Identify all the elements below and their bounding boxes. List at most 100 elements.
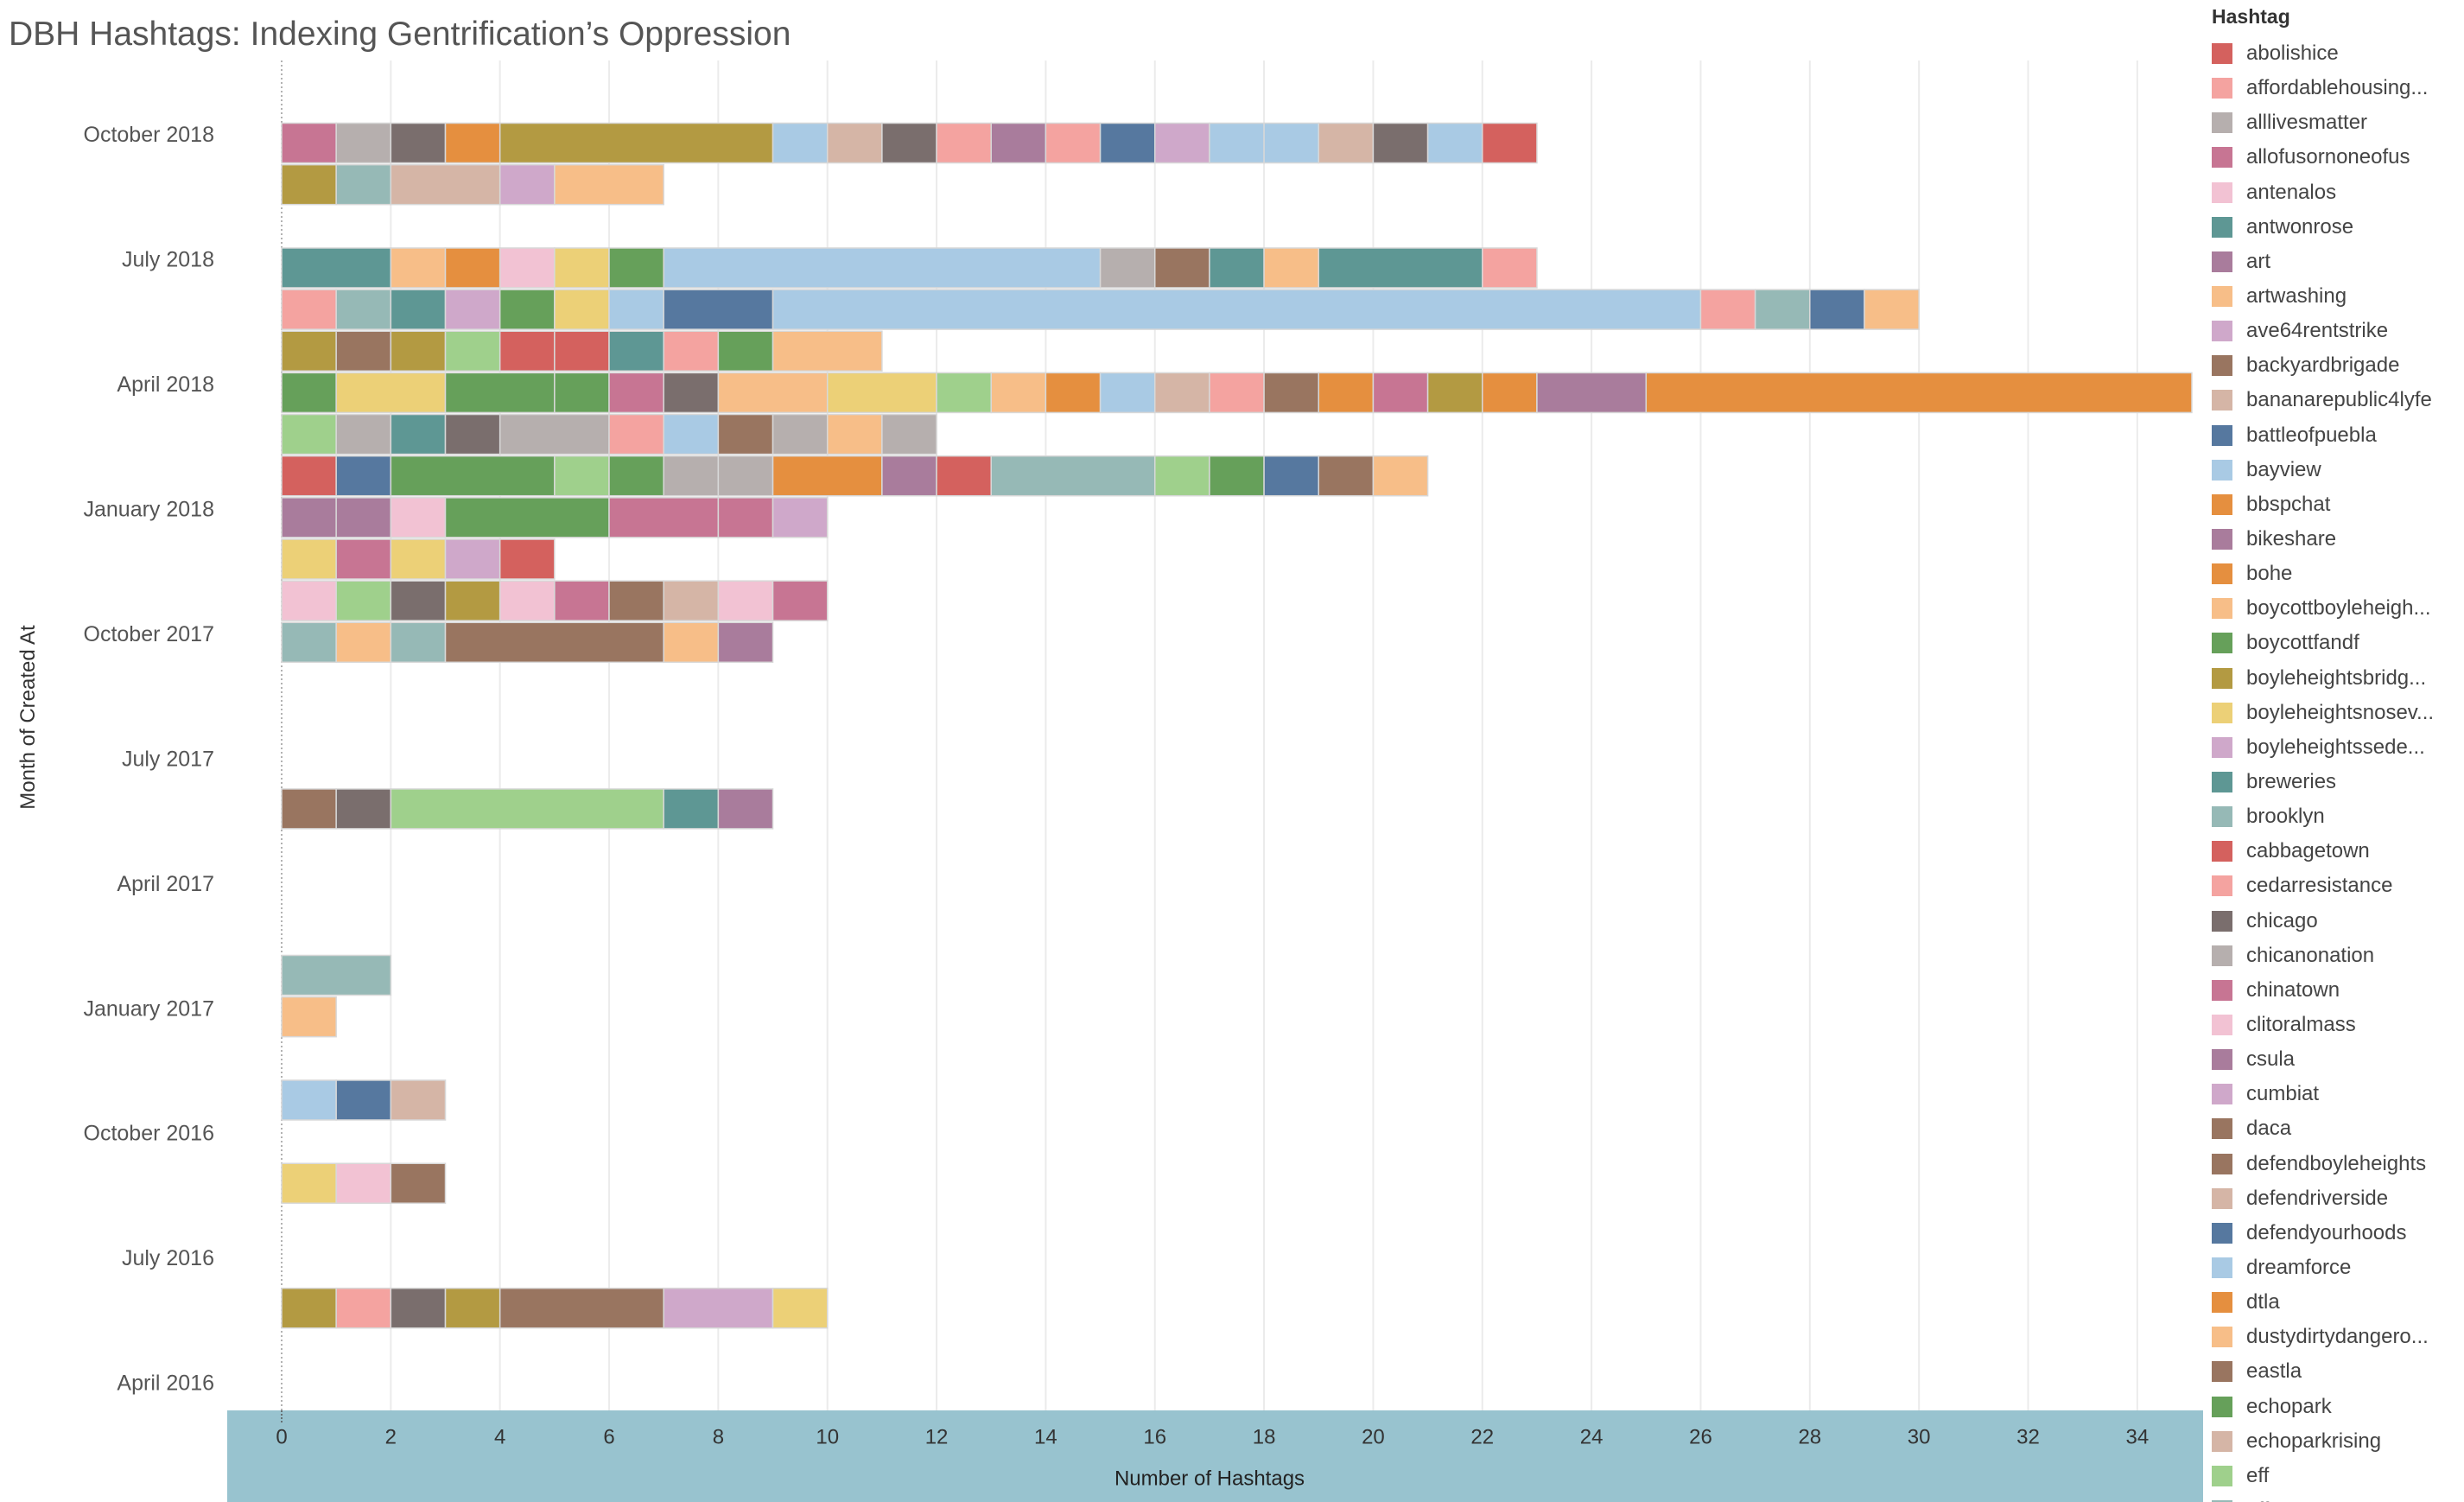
bar-segment <box>663 372 720 414</box>
y-tick-label: January 2017 <box>83 996 214 1021</box>
bar-segment <box>1263 247 1320 289</box>
legend-label: ave64rentstrike <box>2246 319 2389 343</box>
x-tick-label: 4 <box>494 1425 505 1448</box>
x-tick-label: 12 <box>925 1425 949 1448</box>
legend-swatch <box>2212 945 2232 966</box>
legend-swatch <box>2212 1153 2232 1174</box>
legend-swatch <box>2212 667 2232 689</box>
bar-segment <box>499 1287 664 1329</box>
bar-segment <box>499 580 556 621</box>
legend-item: cumbiat <box>2203 1077 2462 1111</box>
bar-segment <box>335 330 392 372</box>
bar-segment <box>1209 122 1265 164</box>
bar-segment <box>554 372 610 414</box>
bar-segment <box>608 247 664 289</box>
bar-segment <box>717 413 774 455</box>
bar-segment <box>390 580 447 621</box>
legend-swatch <box>2212 112 2232 134</box>
legend-label: dustydirtydangero... <box>2246 1325 2429 1349</box>
legend-item: boyleheightsnosev... <box>2203 696 2462 730</box>
legend-swatch <box>2212 1396 2232 1417</box>
legend-label: daca <box>2246 1117 2292 1141</box>
legend-item: defendboyleheights <box>2203 1147 2462 1181</box>
legend-label: boycottboyleheigh... <box>2246 596 2431 621</box>
legend-label: cumbiat <box>2246 1082 2320 1106</box>
legend-swatch <box>2212 1118 2232 1140</box>
bar-segment <box>390 122 447 164</box>
legend-item: antwonrose <box>2203 210 2462 245</box>
bar-segment <box>1754 289 1811 330</box>
legend-label: bbspchat <box>2246 492 2331 516</box>
legend-swatch <box>2212 390 2232 411</box>
bar-segment <box>663 330 720 372</box>
legend-label: defendboyleheights <box>2246 1151 2427 1175</box>
legend-label: breweries <box>2246 770 2337 794</box>
bar-segment <box>1099 247 1156 289</box>
bar-segment <box>335 455 392 497</box>
legend-item: antenalos <box>2203 175 2462 210</box>
legend-label: antwonrose <box>2246 214 2354 239</box>
bar-segment <box>1318 455 1375 497</box>
bar-segment <box>1372 372 1429 414</box>
legend-item: bayview <box>2203 453 2462 487</box>
bar-segment <box>936 372 992 414</box>
legend-item: chicago <box>2203 904 2462 939</box>
legend-swatch <box>2212 1292 2232 1314</box>
legend-label: boyleheightsbridg... <box>2246 665 2427 690</box>
y-tick-label: April 2018 <box>117 372 214 397</box>
legend: Hashtag abolishice affordablehousing... al… <box>2203 0 2464 1502</box>
bar-segment <box>1372 455 1429 497</box>
legend-swatch <box>2212 806 2232 828</box>
legend-item: eff <box>2203 1459 2462 1493</box>
legend-swatch <box>2212 493 2232 515</box>
legend-label: echopark <box>2246 1394 2332 1418</box>
bar-segment <box>444 372 556 414</box>
legend-swatch <box>2212 598 2232 620</box>
bar-segment <box>281 289 337 330</box>
bar-segment <box>335 788 392 830</box>
legend-item: effectastrategy <box>2203 1493 2462 1502</box>
x-axis-band <box>227 1410 2203 1502</box>
bar-segment <box>281 1287 337 1329</box>
legend-list: abolishice affordablehousing... alllivesma… <box>2203 36 2462 1502</box>
legend-swatch <box>2212 979 2232 1001</box>
bar-segment <box>390 330 447 372</box>
bar-segment <box>499 330 556 372</box>
bar-segment <box>1372 122 1429 164</box>
legend-label: boyleheightssede... <box>2246 735 2425 759</box>
bar-segment <box>281 954 392 996</box>
x-tick-label: 28 <box>1798 1425 1821 1448</box>
legend-label: affordablehousing... <box>2246 76 2429 100</box>
bar-segment <box>390 621 447 664</box>
legend-swatch <box>2212 1049 2232 1071</box>
bar-segment <box>335 1162 392 1204</box>
bar-segment <box>390 413 447 455</box>
bar-segment <box>335 580 392 621</box>
bar-segment <box>1809 289 1865 330</box>
legend-swatch <box>2212 43 2232 65</box>
legend-label: defendriverside <box>2246 1186 2389 1210</box>
x-tick-label: 10 <box>816 1425 839 1448</box>
y-tick-label: October 2016 <box>84 1122 215 1146</box>
y-tick-label: April 2017 <box>117 872 214 896</box>
legend-swatch <box>2212 772 2232 793</box>
legend-item: abolishice <box>2203 36 2462 71</box>
legend-swatch <box>2212 563 2232 585</box>
legend-label: bohe <box>2246 562 2293 586</box>
legend-label: boyleheightsnosev... <box>2246 700 2435 724</box>
legend-item: affordablehousing... <box>2203 71 2462 105</box>
bar-segment <box>335 621 392 664</box>
legend-item: bohe <box>2203 557 2462 591</box>
bar-segment <box>444 1287 501 1329</box>
bar-segment <box>826 413 883 455</box>
legend-item: boycottfandf <box>2203 626 2462 660</box>
bar-segment <box>335 289 392 330</box>
legend-item: allofusornoneofus <box>2203 140 2462 175</box>
bar-segment <box>390 1162 447 1204</box>
bar-segment <box>1209 247 1265 289</box>
legend-swatch <box>2212 355 2232 377</box>
legend-item: art <box>2203 245 2462 279</box>
legend-swatch <box>2212 1084 2232 1105</box>
legend-label: battleofpuebla <box>2246 423 2377 447</box>
bar-segment <box>608 580 664 621</box>
